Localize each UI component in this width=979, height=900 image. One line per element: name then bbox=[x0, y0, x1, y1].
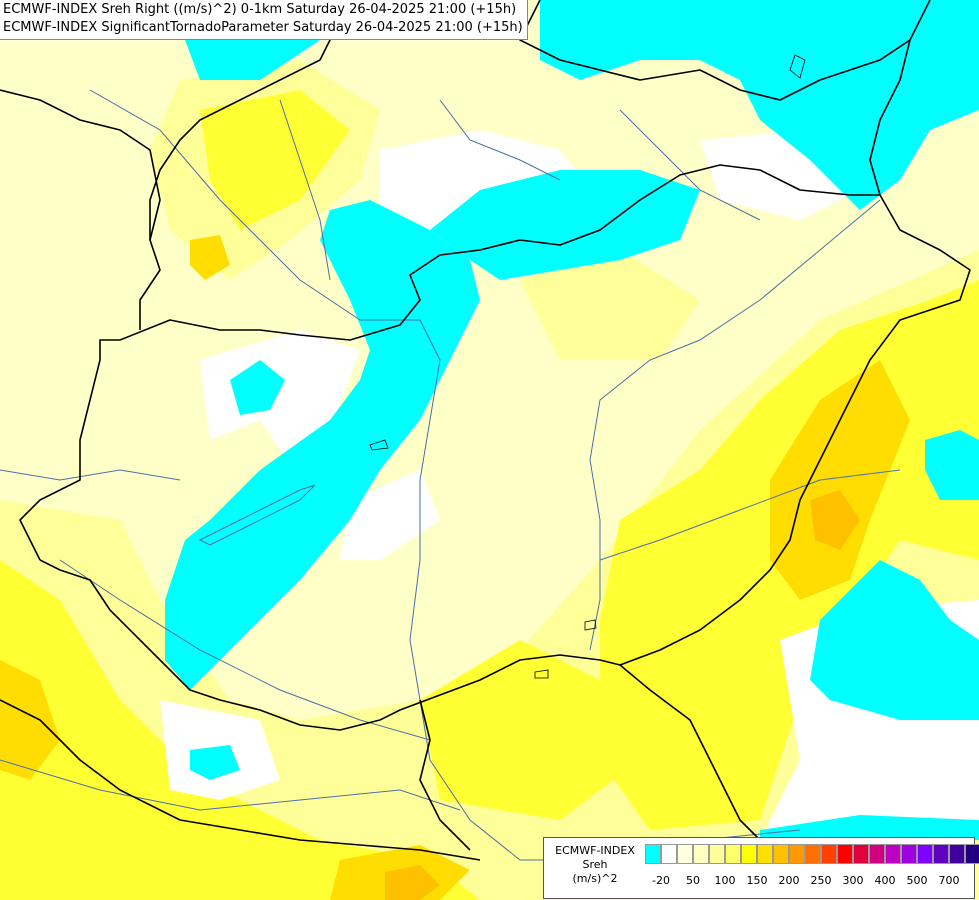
legend-swatch bbox=[965, 844, 979, 864]
balaton-lake bbox=[198, 484, 316, 546]
sreh-field-cyan-far-north bbox=[540, 0, 979, 210]
sreh-field-cyan-north bbox=[430, 170, 700, 280]
border-ukraine bbox=[869, 39, 911, 196]
map-title-line-2: ECMWF-INDEX SignificantTornadoParameter … bbox=[3, 20, 523, 35]
sreh-field-light-yellow-ne bbox=[520, 250, 700, 360]
border-croatia-bosnia bbox=[0, 699, 481, 861]
legend-swatches bbox=[645, 844, 979, 864]
sreh-field-cyan-e bbox=[925, 430, 979, 500]
legend-swatch bbox=[693, 844, 709, 864]
legend-title-line-1: ECMWF-INDEX bbox=[555, 844, 635, 857]
legend-swatch bbox=[869, 844, 885, 864]
border-slovakia-czech bbox=[139, 0, 341, 330]
mures-river bbox=[599, 469, 901, 561]
sreh-field-gold-west bbox=[0, 660, 60, 780]
lakes bbox=[369, 54, 806, 679]
sreh-field-gold-nw bbox=[190, 235, 230, 280]
legend-tick-label: 500 bbox=[906, 874, 928, 887]
legend-swatch bbox=[677, 844, 693, 864]
sreh-field-cyan-hole bbox=[230, 360, 285, 415]
border-serbia-croatia bbox=[419, 699, 471, 851]
legend-tick-label: 50 bbox=[686, 874, 700, 887]
river-north-1 bbox=[279, 99, 331, 281]
legend-swatch bbox=[805, 844, 821, 864]
color-legend: ECMWF-INDEX Sreh (m/s)^2 -20 50 100 150 200 2… bbox=[543, 837, 979, 899]
sreh-field-cyan-se bbox=[810, 560, 979, 720]
border-romania-serbia bbox=[619, 664, 761, 841]
legend-swatch bbox=[821, 844, 837, 864]
legend-tick-label: 150 bbox=[746, 874, 768, 887]
lake-small-3 bbox=[534, 669, 549, 679]
border-hungary-austria bbox=[19, 339, 120, 561]
legend-tick-label: 300 bbox=[842, 874, 864, 887]
sreh-field-cyan-south-edge bbox=[760, 815, 979, 840]
lake-small-4 bbox=[789, 54, 806, 79]
border-hungary-slovakia bbox=[119, 164, 880, 341]
legend-swatch bbox=[949, 844, 965, 864]
border-hungary-croatia bbox=[39, 559, 381, 731]
sreh-field-yellow-sw bbox=[0, 560, 480, 900]
sreh-field-yellow-center bbox=[420, 640, 640, 820]
legend-swatch bbox=[853, 844, 869, 864]
legend-title-line-3: (m/s)^2 bbox=[572, 872, 618, 885]
legend-tick-label: 200 bbox=[778, 874, 800, 887]
legend-title-line-2: Sreh bbox=[582, 858, 608, 871]
legend-swatch bbox=[901, 844, 917, 864]
legend-swatch bbox=[917, 844, 933, 864]
sreh-field-white-band-2 bbox=[340, 470, 440, 560]
sreh-field-orange-core bbox=[810, 490, 860, 550]
legend-swatch bbox=[661, 844, 677, 864]
legend-swatch bbox=[741, 844, 757, 864]
legend-tick-label: 100 bbox=[714, 874, 736, 887]
legend-swatch bbox=[725, 844, 741, 864]
sreh-field-cyan-sw bbox=[190, 745, 240, 780]
river-ne-1 bbox=[619, 109, 761, 221]
legend-swatch bbox=[885, 844, 901, 864]
sreh-field-gold-east bbox=[770, 360, 910, 600]
legend-tick-label: 700 bbox=[938, 874, 960, 887]
border-hungary-serbia bbox=[379, 654, 601, 721]
country-borders bbox=[0, 0, 971, 861]
legend-tick-labels: -20 50 100 150 200 250 300 400 500 700 bbox=[645, 874, 975, 890]
rivers bbox=[0, 89, 901, 861]
map-title-line-1: ECMWF-INDEX Sreh Right ((m/s)^2) 0-1km S… bbox=[3, 2, 517, 17]
legend-swatch bbox=[837, 844, 853, 864]
legend-tick-label: 400 bbox=[874, 874, 896, 887]
legend-tick-label: -20 bbox=[652, 874, 670, 887]
legend-tick-label: 250 bbox=[810, 874, 832, 887]
sreh-field-yellow-north bbox=[200, 90, 350, 230]
legend-swatch bbox=[789, 844, 805, 864]
legend-swatch bbox=[645, 844, 661, 864]
lake-small-1 bbox=[369, 439, 389, 451]
legend-swatch bbox=[709, 844, 725, 864]
border-hungary-romania bbox=[599, 194, 971, 666]
border-slovakia-poland bbox=[519, 0, 931, 101]
legend-swatch bbox=[773, 844, 789, 864]
lake-small-2 bbox=[584, 619, 597, 631]
border-west-austria bbox=[0, 89, 161, 241]
danube-river bbox=[89, 89, 801, 861]
legend-title: ECMWF-INDEX Sreh (m/s)^2 bbox=[546, 844, 644, 886]
legend-swatch bbox=[757, 844, 773, 864]
map-title-box: ECMWF-INDEX Sreh Right ((m/s)^2) 0-1km S… bbox=[0, 0, 528, 40]
sreh-field-orange-south bbox=[385, 865, 440, 900]
river-north-2 bbox=[439, 99, 561, 181]
sava-river bbox=[0, 759, 461, 811]
drava-river bbox=[59, 559, 431, 741]
river-west-1 bbox=[0, 469, 181, 481]
legend-swatch bbox=[933, 844, 949, 864]
